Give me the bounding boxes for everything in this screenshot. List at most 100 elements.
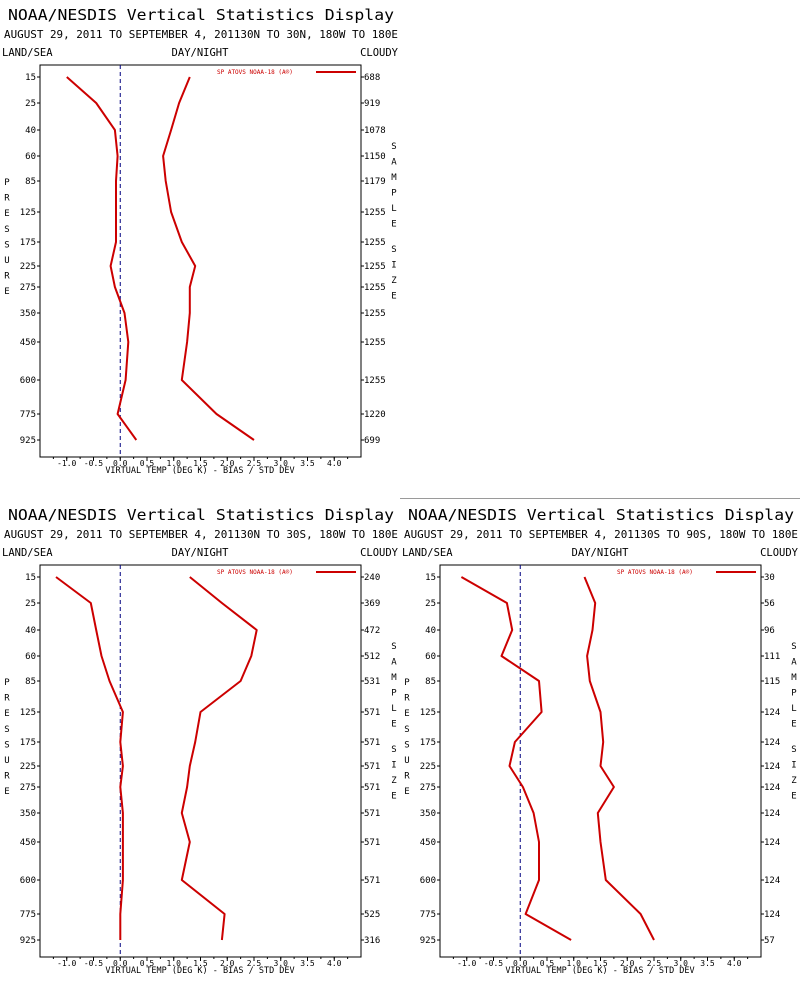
sample-size-label: 571 [364,738,380,748]
x-tick-label: -0.5 [84,959,103,968]
pressure-axis-letter: S [4,240,9,250]
panel-divider-horizontal [0,498,800,499]
x-tick-label: 1.5 [193,459,208,468]
sample-axis-letter: E [391,720,396,730]
sample-size-label: 1255 [364,309,386,319]
pressure-tick-label: 450 [20,338,36,348]
std-dev-series-line [162,76,255,441]
sample-size-label: 57 [764,936,775,946]
sample-size-label: 571 [364,708,380,718]
std-dev-series-line [180,576,258,941]
sample-axis-letter: P [791,689,797,699]
sample-size-label: 316 [364,936,380,946]
sample-axis-letter: E [391,292,396,302]
x-axis-label: VIRTUAL TEMP (DEG K) - BIAS / STD DEV [105,966,294,976]
pressure-tick-label: 225 [420,762,436,772]
pressure-tick-label: 450 [420,838,436,848]
pressure-tick-label: 775 [20,910,36,920]
pressure-axis-letter: S [404,740,409,750]
x-tick-label: 0.5 [540,959,555,968]
sample-size-label: 571 [364,876,380,886]
sample-size-label: 124 [764,738,780,748]
sample-size-label: 571 [364,762,380,772]
pressure-tick-label: 25 [425,599,436,609]
bias-series-line [460,576,572,941]
sample-axis-letter: Z [791,776,797,786]
sample-axis-letter: E [391,220,396,230]
land-sea-label: LAND/SEA [2,547,53,559]
sample-size-label: 1255 [364,376,386,386]
sample-size-label: 699 [364,436,380,446]
x-tick-label: 3.0 [674,959,689,968]
pressure-tick-label: 85 [25,177,36,187]
pressure-tick-label: 275 [20,283,36,293]
legend-label: SP ATOVS NOAA-18 (A®) [617,569,693,576]
cloudy-label: CLOUDY [360,547,399,559]
pressure-axis-letter: S [4,725,9,735]
pressure-axis-letter: E [4,209,9,219]
sample-size-label: 571 [364,809,380,819]
sample-axis-letter: L [391,204,396,214]
sample-size-label: 115 [764,677,780,687]
sample-size-label: 369 [364,599,380,609]
x-tick-label: 1.5 [593,959,608,968]
x-tick-label: -1.0 [57,959,76,968]
pressure-axis-letter: R [4,272,10,282]
x-tick-label: 3.5 [700,959,715,968]
pressure-tick-label: 350 [20,809,36,819]
sample-size-label: 1255 [364,238,386,248]
sample-axis-letter: A [391,658,397,668]
pressure-axis-letter: R [4,694,10,704]
chart-panel-30n-to-30s: NOAA/NESDIS Vertical Statistics Display A… [0,500,400,1000]
sample-size-label: 1255 [364,283,386,293]
sample-size-label: 124 [764,876,780,886]
x-tick-label: -0.5 [484,959,503,968]
sample-axis-letter: S [391,745,396,755]
chart-subtitle: AUGUST 29, 2011 TO SEPTEMBER 4, 201130N … [4,529,398,541]
x-tick-label: 4.0 [327,459,342,468]
x-tick-label: 3.0 [274,959,289,968]
sample-size-label: 571 [364,783,380,793]
pressure-axis-letter: S [4,740,9,750]
sample-size-label: 96 [764,626,775,636]
chart-title: NOAA/NESDIS Vertical Statistics Display [408,506,794,524]
pressure-tick-label: 40 [25,126,36,136]
pressure-tick-label: 25 [25,99,36,109]
pressure-tick-label: 350 [420,809,436,819]
sample-size-label: 1078 [364,126,386,136]
x-tick-label: 0.0 [113,959,128,968]
cloudy-label: CLOUDY [760,547,799,559]
sample-axis-letter: S [391,642,396,652]
chart-subtitle: AUGUST 29, 2011 TO SEPTEMBER 4, 201130S … [404,529,798,541]
pressure-axis-letter: P [4,678,10,688]
plot-frame [39,564,362,958]
sample-axis-letter: Z [391,776,397,786]
pressure-axis-letter: U [4,256,9,266]
x-tick-label: 1.0 [567,959,582,968]
pressure-tick-label: 775 [420,910,436,920]
sample-axis-letter: Z [391,276,397,286]
sample-axis-letter: A [391,158,397,168]
pressure-tick-label: 600 [20,876,36,886]
sample-size-label: 531 [364,677,380,687]
pressure-tick-label: 225 [20,262,36,272]
x-axis-label: VIRTUAL TEMP (DEG K) - BIAS / STD DEV [105,466,294,476]
sample-axis-letter: A [791,658,797,668]
pressure-axis-letter: R [404,772,410,782]
pressure-tick-label: 925 [20,436,36,446]
pressure-tick-label: 85 [25,677,36,687]
sample-axis-letter: E [391,792,396,802]
sample-axis-letter: L [791,704,796,714]
x-tick-label: 0.0 [113,459,128,468]
x-tick-label: 3.0 [274,459,289,468]
pressure-tick-label: 350 [20,309,36,319]
pressure-axis-letter: U [4,756,9,766]
sample-axis-letter: L [391,704,396,714]
bias-series-line [66,76,138,441]
day-night-label: DAY/NIGHT [572,547,630,559]
legend-label: SP ATOVS NOAA-18 (A®) [217,569,293,576]
sample-size-label: 124 [764,809,780,819]
pressure-axis-letter: P [404,678,410,688]
pressure-tick-label: 175 [420,738,436,748]
pressure-axis-letter: R [4,772,10,782]
